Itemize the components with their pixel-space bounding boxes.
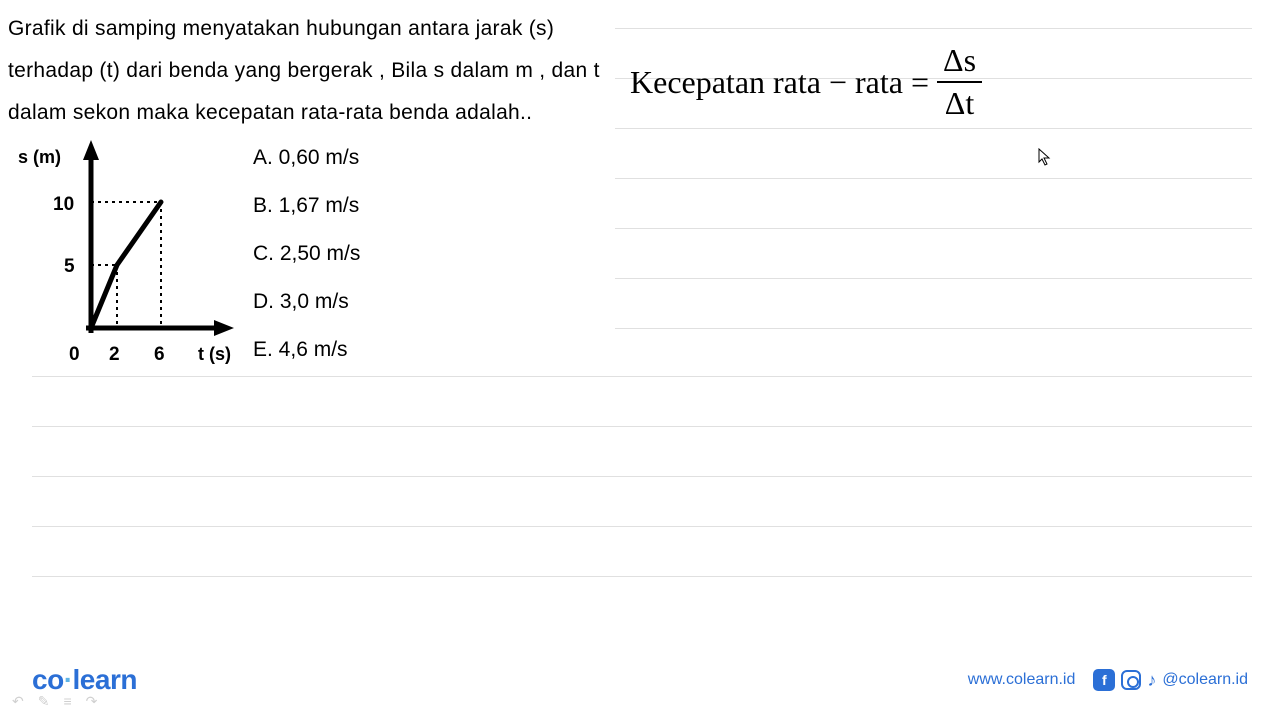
answer-b: B. 1,67 m/s bbox=[253, 194, 360, 218]
answer-d: D. 3,0 m/s bbox=[253, 290, 360, 314]
facebook-icon[interactable]: f bbox=[1093, 669, 1115, 691]
x-tick-0: 0 bbox=[69, 344, 80, 365]
x-axis-label: t (s) bbox=[198, 344, 231, 364]
menu-icon[interactable]: ≡ bbox=[63, 693, 71, 710]
pen-icon[interactable]: ✎ bbox=[38, 693, 50, 710]
undo-icon[interactable]: ↶ bbox=[12, 693, 24, 710]
footer-url[interactable]: www.colearn.id bbox=[968, 671, 1076, 689]
answer-e: E. 4,6 m/s bbox=[253, 338, 360, 362]
y-tick-5: 5 bbox=[64, 256, 75, 277]
redo-icon[interactable]: ↷ bbox=[86, 693, 98, 710]
formula-denominator: Δt bbox=[939, 83, 980, 122]
x-tick-6: 6 bbox=[154, 344, 165, 365]
answer-a: A. 0,60 m/s bbox=[253, 146, 360, 170]
footer: co·learn www.colearn.id f ♪ @colearn.id bbox=[0, 664, 1280, 696]
formula-fraction: Δs Δt bbox=[937, 42, 982, 122]
answer-options: A. 0,60 m/s B. 1,67 m/s C. 2,50 m/s D. 3… bbox=[253, 146, 360, 386]
answer-c: C. 2,50 m/s bbox=[253, 242, 360, 266]
distance-time-chart: s (m) 10 5 0 2 6 t (s) bbox=[16, 138, 246, 378]
colearn-logo: co·learn bbox=[32, 664, 137, 696]
y-tick-10: 10 bbox=[53, 194, 74, 215]
mouse-cursor-icon bbox=[1038, 148, 1052, 171]
ruled-lines-full bbox=[32, 376, 1252, 626]
tiktok-icon[interactable]: ♪ bbox=[1147, 670, 1156, 691]
formula-numerator: Δs bbox=[937, 42, 982, 83]
social-handle[interactable]: @colearn.id bbox=[1162, 671, 1248, 689]
formula-lhs: Kecepatan rata − rata = bbox=[630, 64, 929, 101]
instagram-icon[interactable] bbox=[1121, 670, 1141, 690]
x-tick-2: 2 bbox=[109, 344, 120, 365]
question-text: Grafik di samping menyatakan hubungan an… bbox=[8, 8, 608, 134]
y-axis-label: s (m) bbox=[18, 147, 61, 167]
toolbar: ↶ ✎ ≡ ↷ bbox=[12, 693, 97, 710]
social-links: f ♪ @colearn.id bbox=[1093, 669, 1248, 691]
formula: Kecepatan rata − rata = Δs Δt bbox=[630, 42, 982, 122]
